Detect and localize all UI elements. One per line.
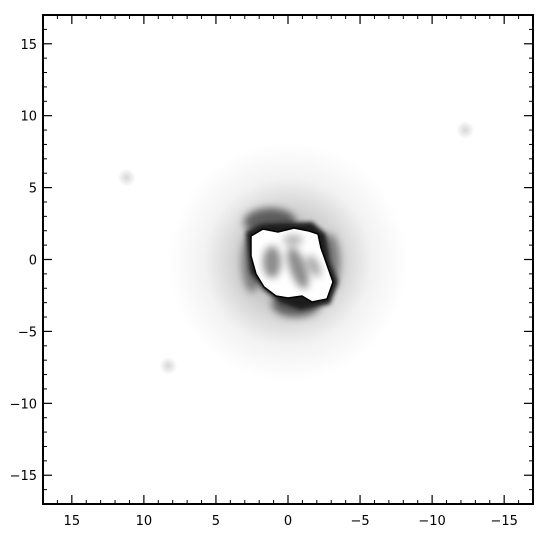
x-tick-label: 15 xyxy=(64,514,81,529)
x-tick-labels: 15 10 5 0 −5 −10 −15 xyxy=(64,514,518,529)
x-tick-label: 10 xyxy=(136,514,153,529)
y-tick-label: −10 xyxy=(10,397,37,412)
faint-spot xyxy=(456,121,475,140)
y-tick-label: 15 xyxy=(20,38,37,53)
x-tick-label: −10 xyxy=(418,514,445,529)
x-tick-label: −15 xyxy=(490,514,517,529)
faint-spots xyxy=(117,121,475,375)
faint-spot xyxy=(159,356,178,375)
tick-marks xyxy=(42,14,534,505)
y-tick-labels: 15 10 5 0 −5 −10 −15 xyxy=(10,38,37,484)
y-tick-label: 5 xyxy=(29,182,37,197)
plot-area xyxy=(117,121,475,382)
y-tick-label: 0 xyxy=(29,254,37,269)
y-tick-label: 10 xyxy=(20,110,37,125)
axes: 15 10 5 0 −5 −10 −15 15 10 5 0 −5 −10 −15 xyxy=(10,14,534,529)
y-tick-label: −5 xyxy=(18,325,37,340)
faint-spot xyxy=(117,168,136,187)
x-tick-label: 0 xyxy=(284,514,292,529)
central-source xyxy=(168,142,408,382)
x-tick-label: −5 xyxy=(350,514,369,529)
source-inner-structure xyxy=(263,235,321,289)
y-tick-label: −15 xyxy=(10,469,37,484)
x-tick-label: 5 xyxy=(212,514,220,529)
